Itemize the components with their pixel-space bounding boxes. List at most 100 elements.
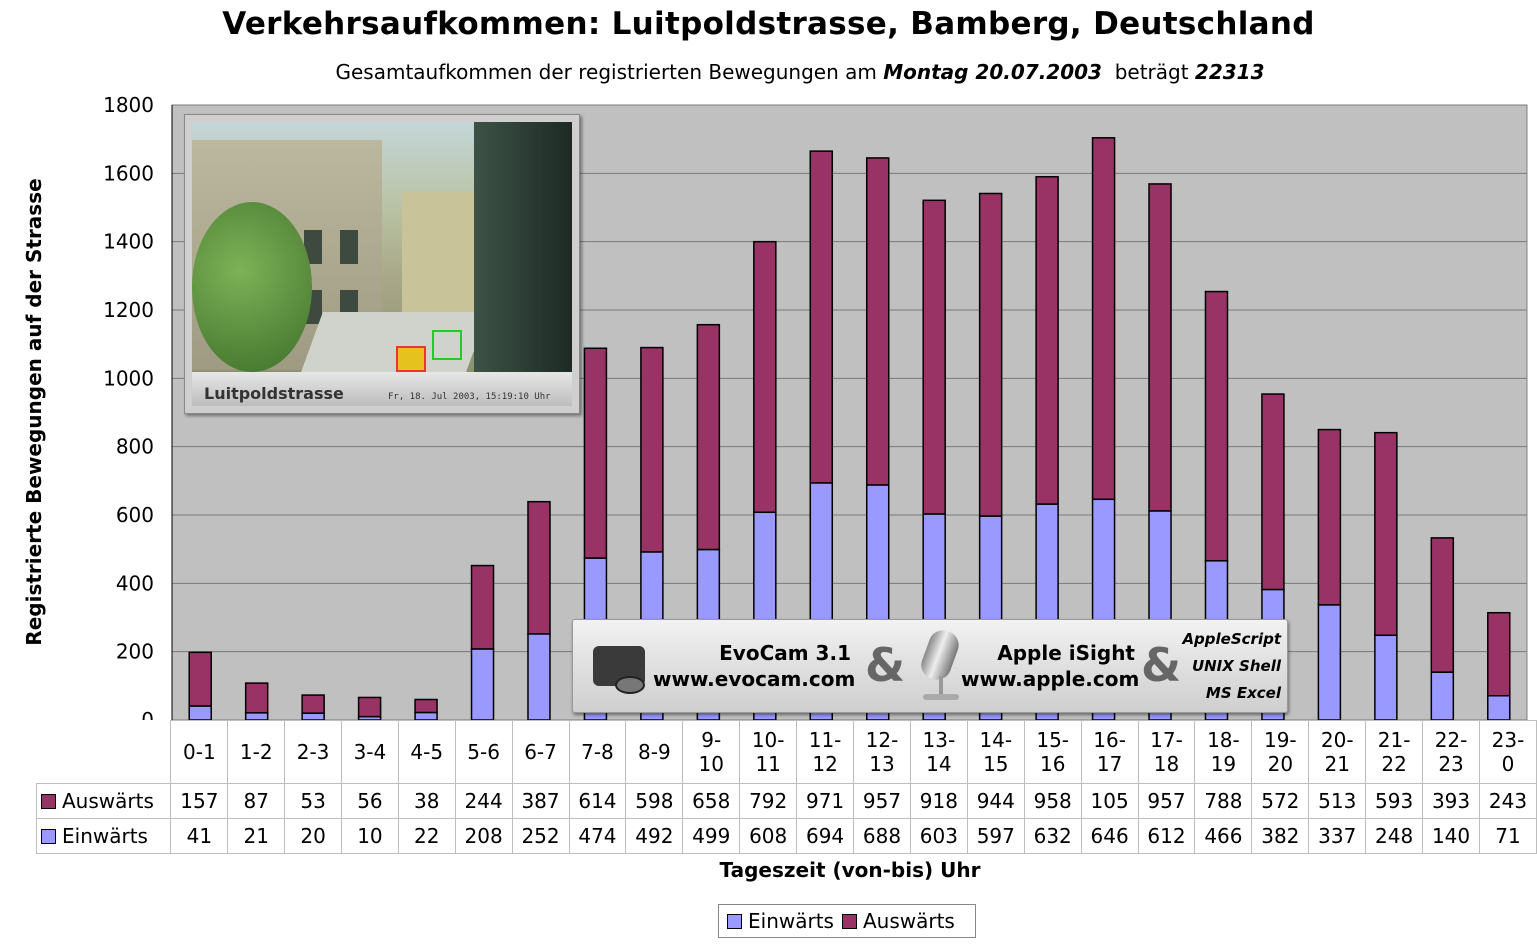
table-cell: 208	[454, 818, 513, 854]
category-label: 6-7	[511, 720, 570, 784]
table-cell: 140	[1422, 818, 1480, 854]
caption-strip	[192, 372, 572, 406]
y-axis-label: Registrierte Bewegungen auf der Strasse	[22, 178, 46, 646]
subtitle-prefix: Gesamtaufkommen der registrierten Bewegu…	[335, 60, 877, 84]
table-cell: 382	[1251, 818, 1310, 854]
bar-auswaerts	[470, 564, 495, 650]
bar-auswaerts	[527, 500, 551, 635]
category-label: 15- 16	[1023, 720, 1082, 784]
bar-auswaerts	[1204, 290, 1229, 562]
table-cell: 337	[1308, 818, 1367, 854]
legend: Einwärts Auswärts	[718, 904, 976, 938]
bar-auswaerts	[865, 157, 890, 486]
y-tick-label: 200	[116, 640, 154, 664]
tools-list: AppleScript UNIX Shell MS Excel	[1171, 626, 1281, 707]
category-label: 11- 12	[796, 720, 855, 784]
table-cell: 957	[853, 783, 911, 819]
webcam-inset-image: Luitpoldstrasse Fr, 18. Jul 2003, 15:19:…	[184, 114, 580, 414]
legend-swatch	[727, 914, 742, 929]
bar-einwaerts	[414, 711, 438, 721]
timestamp: Fr, 18. Jul 2003, 15:19:10 Uhr	[388, 392, 551, 402]
table-cell: 53	[284, 783, 342, 819]
product-evocam: EvoCam 3.1	[719, 641, 851, 665]
camcorder-icon	[593, 636, 649, 696]
bar-auswaerts	[583, 347, 608, 559]
category-label: 16- 17	[1080, 720, 1139, 784]
table-cell: 612	[1137, 818, 1196, 854]
table-corner	[36, 720, 172, 784]
table-cell: 688	[853, 818, 911, 854]
data-table: 0-1 1-2 2-3 3-4 4-5 5-6 6-7 7-8 8-9 9- 10 10- 11 11- 1…	[35, 720, 1537, 854]
table-cell: 248	[1365, 818, 1424, 854]
bar-auswaerts	[1261, 393, 1285, 591]
table-cell: 792	[739, 783, 798, 819]
table-cell: 918	[909, 783, 968, 819]
isight-camera-icon	[911, 626, 971, 702]
table-cell: 87	[227, 783, 286, 819]
bar-einwaerts	[527, 633, 551, 721]
detection-box	[432, 330, 462, 360]
table-cell: 56	[341, 783, 399, 819]
einwaerts-swatch	[41, 829, 56, 844]
category-label: 17- 18	[1137, 720, 1196, 784]
subtitle-total: 22313	[1194, 60, 1265, 84]
series-name: Auswärts	[62, 789, 154, 813]
evocam-text: EvoCam 3.1 www.evocam.com	[653, 640, 855, 692]
bar-auswaerts	[188, 651, 212, 707]
table-cell: 474	[568, 818, 627, 854]
category-label: 12- 13	[853, 720, 911, 784]
auswaerts-swatch	[41, 794, 56, 809]
table-cell: 252	[511, 818, 570, 854]
bar-auswaerts	[978, 192, 1003, 517]
category-label: 2-3	[284, 720, 342, 784]
table-cell: 38	[397, 783, 456, 819]
bar-auswaerts	[1487, 611, 1511, 697]
y-tick-label: 600	[116, 503, 154, 527]
bar-einwaerts	[244, 712, 269, 721]
table-cell: 513	[1308, 783, 1367, 819]
table-cell: 10	[341, 818, 399, 854]
category-header-row: 0-1 1-2 2-3 3-4 4-5 5-6 6-7 7-8 8-9 9- 10 10- 11 11- 1…	[36, 720, 1537, 784]
y-tick-label: 1600	[103, 161, 154, 185]
ampersand: &	[865, 638, 906, 692]
table-cell: 499	[682, 818, 741, 854]
table-cell: 41	[170, 818, 229, 854]
category-label: 14- 15	[966, 720, 1025, 784]
bar-einwaerts	[301, 712, 325, 721]
y-tick-label: 800	[116, 435, 154, 459]
legend-item-auswaerts: Auswärts	[841, 904, 955, 938]
subtitle-middle: beträgt	[1114, 60, 1189, 84]
bar-auswaerts	[1148, 183, 1172, 512]
bar-auswaerts	[809, 150, 834, 484]
y-axis-ticks: 020040060080010001200140016001800	[103, 93, 173, 732]
bar-einwaerts	[188, 705, 212, 721]
legend-label: Auswärts	[862, 909, 955, 933]
bar-auswaerts	[357, 696, 382, 718]
bar-einwaerts	[1487, 694, 1511, 721]
chart-subtitle: Gesamtaufkommen der registrierten Bewegu…	[0, 60, 1537, 84]
category-label: 19- 20	[1251, 720, 1310, 784]
y-tick-label: 1200	[103, 298, 154, 322]
bar-auswaerts	[696, 323, 721, 551]
table-cell: 572	[1251, 783, 1310, 819]
table-cell: 788	[1194, 783, 1253, 819]
chart-title: Verkehrsaufkommen: Luitpoldstrasse, Bamb…	[222, 6, 1315, 42]
table-cell: 593	[1365, 783, 1424, 819]
table-cell: 157	[170, 783, 229, 819]
series-name: Einwärts	[62, 824, 148, 848]
x-axis-label: Tageszeit (von-bis) Uhr	[719, 858, 981, 882]
product-isight: Apple iSight	[997, 641, 1135, 665]
bar-auswaerts	[1374, 431, 1398, 637]
bar-auswaerts	[1035, 176, 1059, 505]
ampersand: &	[1141, 638, 1182, 692]
table-cell: 22	[397, 818, 456, 854]
category-label: 4-5	[397, 720, 456, 784]
row-label-auswaerts: Auswärts	[35, 783, 172, 819]
bar-auswaerts	[1091, 137, 1116, 501]
bar-auswaerts	[301, 694, 325, 714]
tree	[192, 202, 312, 372]
software-banner: EvoCam 3.1 www.evocam.com & Apple iSight…	[572, 619, 1288, 713]
y-tick-label: 1400	[103, 230, 154, 254]
table-row: Auswärts 157 87 53 56 38 244 387 614 598 658 792 97…	[35, 783, 1537, 819]
category-label: 22- 23	[1422, 720, 1480, 784]
